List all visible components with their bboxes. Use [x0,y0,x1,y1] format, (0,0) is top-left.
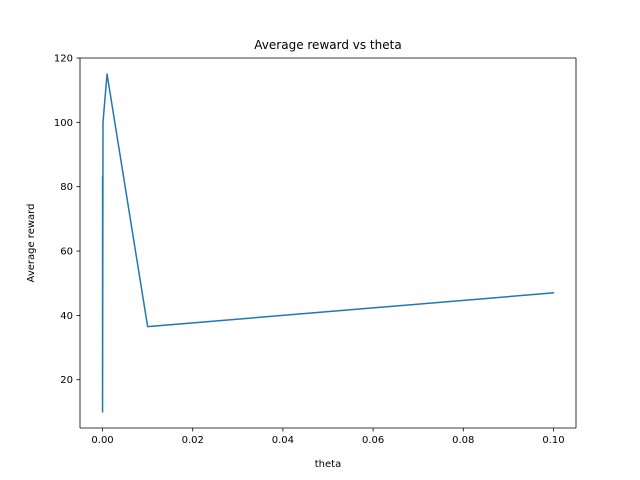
x-tick-label: 0.08 [452,435,474,446]
plot-frame [79,57,577,429]
plot-area [80,58,576,428]
y-tick-label: 20 [60,375,73,386]
x-tick-label: 0.06 [362,435,384,446]
x-tick-label: 0.00 [91,435,113,446]
y-tick-label: 120 [54,54,73,65]
x-tick-label: 0.10 [542,435,564,446]
y-axis: 20 40 60 80 100 120 [54,54,80,386]
y-tick-label: 100 [54,118,73,129]
x-tick-label: 0.02 [182,435,204,446]
chart-title: Average reward vs theta [254,38,401,52]
y-tick-label: 80 [60,182,73,193]
x-axis-label: theta [315,459,341,470]
y-tick-label: 40 [60,311,73,322]
x-axis: 0.00 0.02 0.04 0.06 0.08 0.10 [91,428,565,446]
y-axis-label: Average reward [26,204,37,283]
x-tick-label: 0.04 [272,435,294,446]
series-layer [101,73,555,413]
y-tick-label: 60 [60,247,73,258]
series-line [101,73,555,413]
